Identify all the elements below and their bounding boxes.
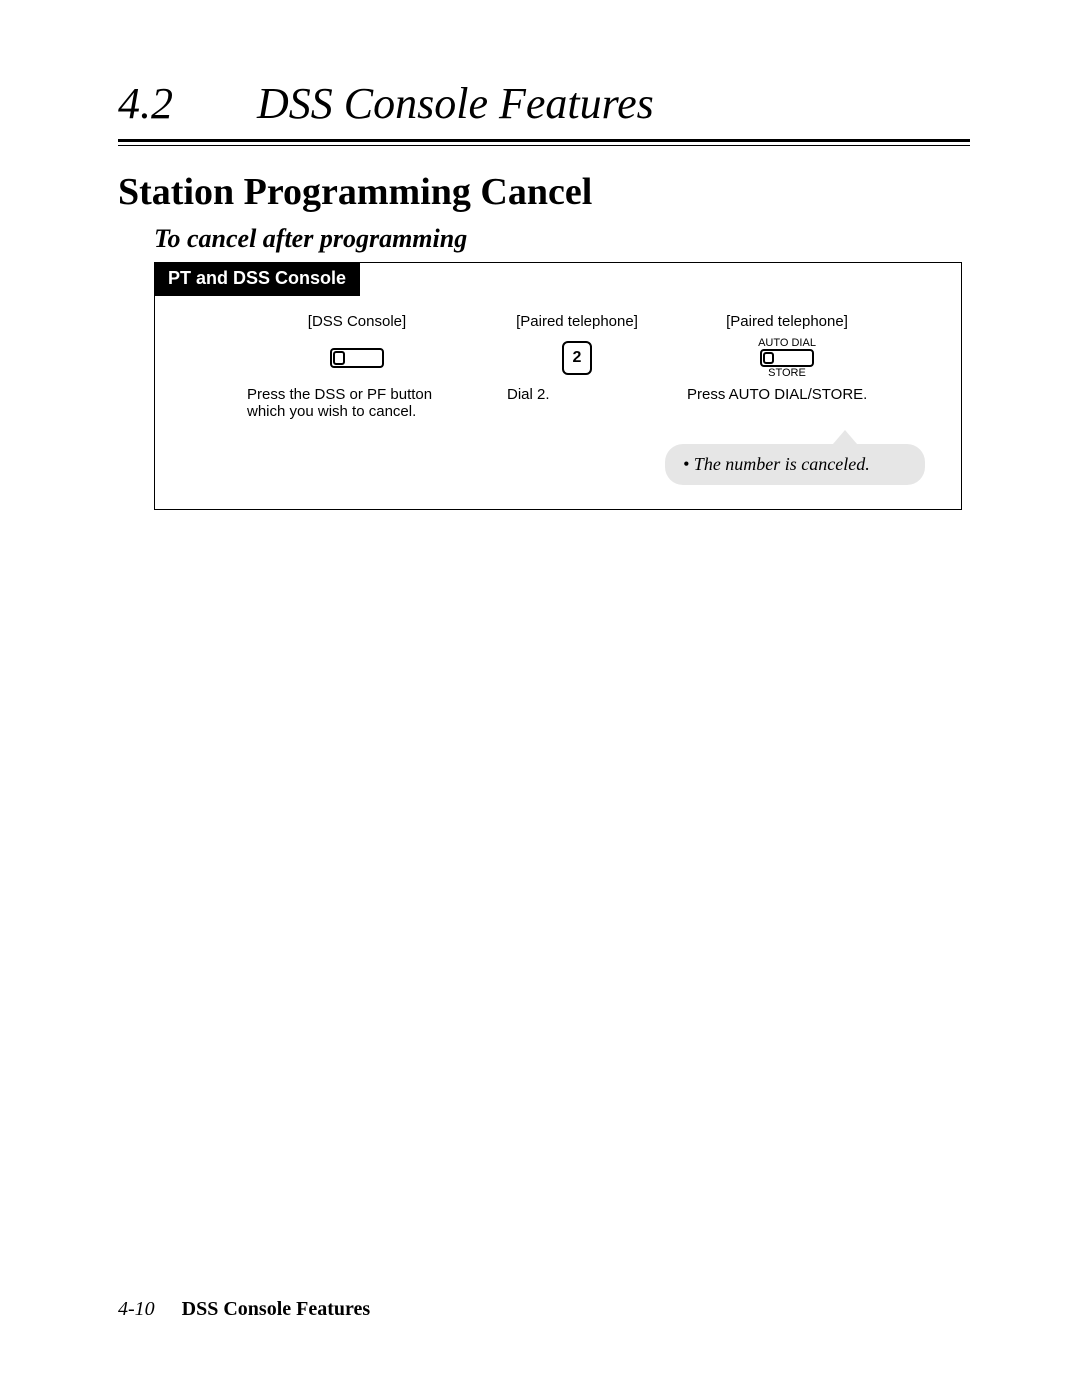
chapter-title: DSS Console Features bbox=[257, 78, 654, 129]
step-3-label: [Paired telephone] bbox=[687, 313, 887, 330]
result-callout: • The number is canceled. bbox=[665, 444, 925, 485]
step-2-label: [Paired telephone] bbox=[507, 313, 647, 330]
panel-tab-label: PT and DSS Console bbox=[154, 262, 360, 296]
step-1-label: [DSS Console] bbox=[247, 313, 467, 330]
step-2: [Paired telephone] 2 Dial 2. bbox=[507, 313, 647, 403]
step-1-caption: Press the DSS or PF button which you wis… bbox=[247, 386, 467, 420]
step-1: [DSS Console] Press the DSS or PF button… bbox=[247, 313, 467, 420]
step-3-caption: Press AUTO DIAL/STORE. bbox=[687, 386, 887, 403]
steps-row: [DSS Console] Press the DSS or PF button… bbox=[155, 313, 961, 420]
footer-title: DSS Console Features bbox=[182, 1298, 371, 1320]
header-rule bbox=[118, 139, 970, 142]
page-footer: 4-10 DSS Console Features bbox=[118, 1298, 370, 1321]
page-header: 4.2 DSS Console Features bbox=[118, 78, 970, 129]
dss-pf-button-icon bbox=[247, 338, 467, 378]
manual-page: 4.2 DSS Console Features Station Program… bbox=[0, 0, 1080, 1397]
auto-dial-top-label: AUTO DIAL bbox=[758, 337, 816, 349]
auto-dial-bottom-label: STORE bbox=[768, 367, 806, 379]
section-number: 4.2 bbox=[118, 78, 173, 129]
page-number: 4-10 bbox=[118, 1298, 155, 1320]
page-title: Station Programming Cancel bbox=[118, 170, 970, 214]
procedure-panel: PT and DSS Console [DSS Console] Press t… bbox=[154, 262, 962, 510]
step-2-caption: Dial 2. bbox=[507, 386, 647, 403]
auto-dial-store-icon: AUTO DIAL STORE bbox=[758, 337, 816, 379]
procedure-subtitle: To cancel after programming bbox=[154, 224, 970, 254]
step-3: [Paired telephone] AUTO DIAL STORE Pre bbox=[687, 313, 887, 403]
keypad-2-icon: 2 bbox=[562, 341, 592, 375]
